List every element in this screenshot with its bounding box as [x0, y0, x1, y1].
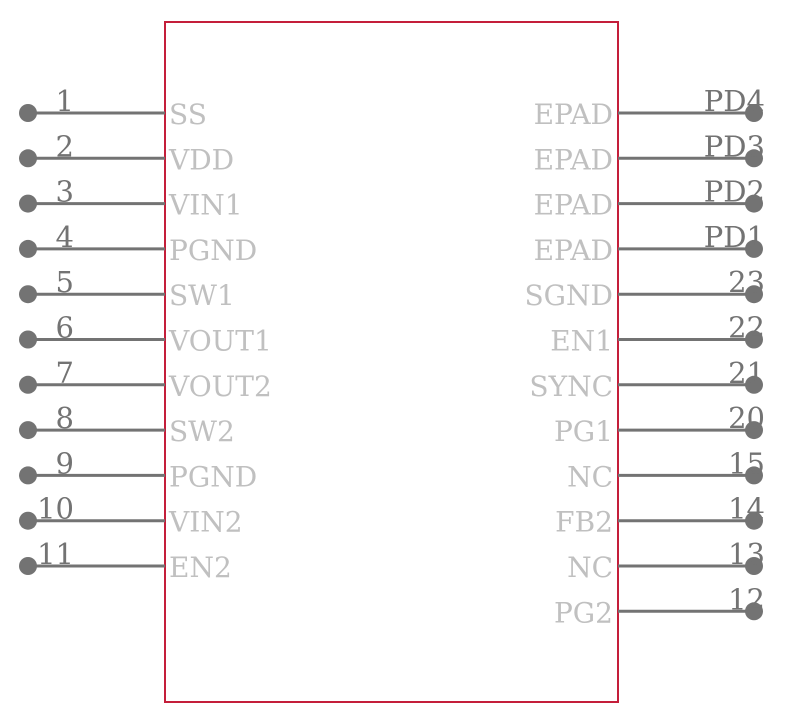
- pin-name: SW2: [169, 415, 235, 448]
- pin-name: EPAD: [534, 234, 613, 267]
- pin-endpoint: [19, 466, 37, 485]
- pin-PD2: PD2 EPAD: [534, 175, 765, 222]
- pin-PD3: PD3 EPAD: [534, 129, 765, 176]
- pin-11: 11 EN2: [19, 537, 232, 584]
- ic-body-outline: [164, 21, 619, 703]
- pin-number: 10: [37, 492, 74, 526]
- pin-name: EN1: [550, 325, 613, 358]
- pin-name: VDD: [168, 143, 234, 176]
- pin-name: NC: [567, 551, 613, 584]
- pins: 1 SS 2 VDD 3 VIN1 4 PGND 5 SW1 6 VOUT1 7 VOUT2 8 SW2 9 PG…: [19, 84, 765, 629]
- pin-9: 9 PGND: [19, 446, 257, 493]
- pin-number: 9: [56, 446, 74, 480]
- pin-number: 3: [56, 175, 74, 209]
- pin-name: PGND: [169, 234, 257, 267]
- pin-number: 22: [728, 311, 765, 345]
- pin-4: 4 PGND: [19, 220, 257, 267]
- pin-number: 21: [728, 356, 765, 390]
- pin-number: 15: [728, 446, 765, 480]
- pin-PD1: PD1 EPAD: [534, 220, 765, 267]
- pin-15: 15 NC: [567, 446, 765, 493]
- pin-name: EPAD: [534, 98, 613, 131]
- pin-number: 1: [56, 84, 74, 118]
- pin-number: 6: [56, 311, 74, 345]
- pin-name: EPAD: [534, 189, 613, 222]
- pin-endpoint: [745, 330, 763, 349]
- pin-endpoint: [19, 421, 37, 440]
- pin-number: 7: [56, 356, 74, 390]
- pin-endpoint: [19, 375, 37, 394]
- pin-name: VOUT1: [168, 325, 272, 358]
- pin-name: SGND: [525, 279, 614, 312]
- pin-endpoint: [19, 285, 37, 304]
- pin-number: 5: [56, 265, 74, 299]
- pin-3: 3 VIN1: [19, 175, 243, 222]
- pin-name: PG2: [554, 596, 613, 629]
- pin-number: 14: [728, 492, 765, 526]
- pin-number: 4: [56, 220, 74, 254]
- pin-5: 5 SW1: [19, 265, 235, 312]
- pin-endpoint: [19, 149, 37, 168]
- pin-name: PGND: [169, 460, 257, 493]
- pin-name: SYNC: [529, 370, 613, 403]
- pin-21: 21 SYNC: [529, 356, 765, 403]
- pin-endpoint: [745, 421, 763, 440]
- pin-number: 23: [728, 265, 765, 299]
- pin-endpoint: [19, 511, 37, 530]
- pin-endpoint: [745, 602, 763, 621]
- pin-number: 20: [728, 401, 765, 435]
- pin-name: EPAD: [534, 143, 613, 176]
- pin-23: 23 SGND: [525, 265, 766, 312]
- pin-number: 12: [728, 582, 765, 616]
- pin-name: EN2: [169, 551, 232, 584]
- pin-endpoint: [745, 194, 763, 213]
- pin-endpoint: [745, 375, 763, 394]
- pin-13: 13 NC: [567, 537, 765, 584]
- pin-endpoint: [745, 511, 763, 530]
- pin-endpoint: [19, 104, 37, 122]
- pin-22: 22 EN1: [550, 311, 765, 358]
- pin-number: PD3: [704, 129, 765, 163]
- pin-name: FB2: [555, 506, 613, 539]
- pin-endpoint: [19, 557, 37, 575]
- pin-14: 14 FB2: [555, 492, 765, 539]
- pin-endpoint: [19, 194, 37, 213]
- pin-8: 8 SW2: [19, 401, 235, 448]
- pin-12: 12 PG2: [554, 582, 765, 629]
- pin-PD4: PD4 EPAD: [534, 84, 765, 131]
- pin-endpoint: [745, 557, 763, 575]
- pin-endpoint: [745, 104, 763, 122]
- pin-endpoint: [745, 239, 763, 258]
- pin-name: SW1: [169, 279, 235, 312]
- pin-endpoint: [19, 330, 37, 349]
- pin-20: 20 PG1: [554, 401, 765, 448]
- pin-name: VIN1: [168, 189, 243, 222]
- pin-endpoint: [745, 149, 763, 168]
- pin-name: VIN2: [168, 506, 243, 539]
- pin-number: PD1: [704, 220, 765, 254]
- pin-1: 1 SS: [19, 84, 207, 131]
- pin-name: NC: [567, 460, 613, 493]
- pin-number: 13: [728, 537, 765, 571]
- pin-2: 2 VDD: [19, 129, 234, 176]
- pin-6: 6 VOUT1: [19, 311, 272, 358]
- pin-10: 10 VIN2: [19, 492, 243, 539]
- pin-number: 8: [56, 401, 74, 435]
- pin-7: 7 VOUT2: [19, 356, 272, 403]
- pin-endpoint: [745, 285, 763, 304]
- pin-name: SS: [169, 98, 207, 131]
- pin-number: 11: [37, 537, 74, 571]
- pin-name: VOUT2: [168, 370, 272, 403]
- pin-name: PG1: [554, 415, 613, 448]
- pin-number: 2: [56, 129, 74, 163]
- pin-number: PD2: [704, 175, 765, 209]
- pin-endpoint: [745, 466, 763, 485]
- pin-number: PD4: [704, 84, 765, 118]
- pin-endpoint: [19, 239, 37, 258]
